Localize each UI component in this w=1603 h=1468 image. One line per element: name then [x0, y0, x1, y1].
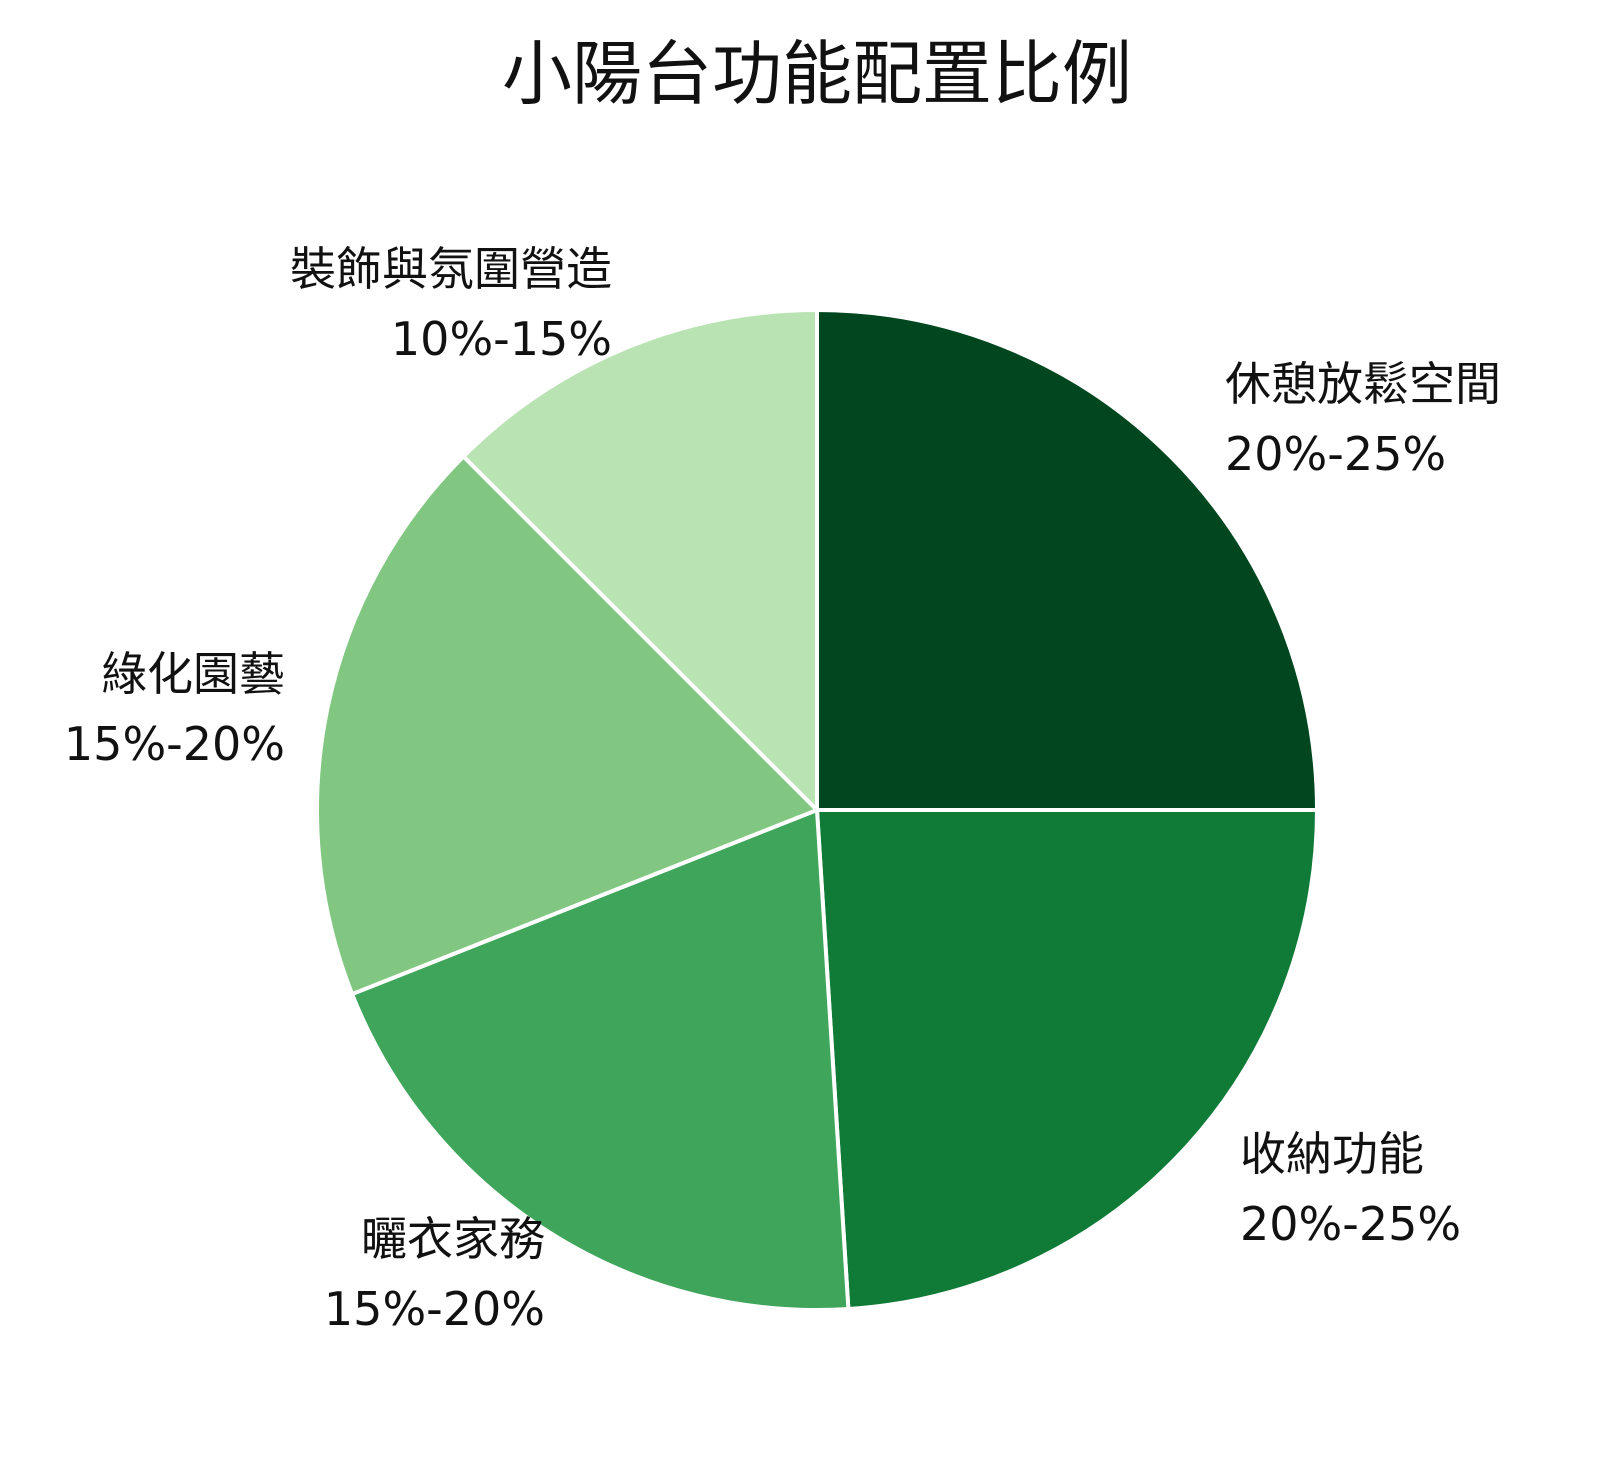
pie-labels: 休憩放鬆空間 20%-25% 收納功能 20%-25% 曬衣家務 15%-20% 綠化園藝 1… [64, 242, 1501, 1336]
slice-label: 收納功能 [1240, 1127, 1424, 1181]
pie-slice [350, 808, 851, 1312]
slice-label: 曬衣家務 [361, 1212, 545, 1266]
slice-label: 裝飾與氛圍營造 [290, 242, 612, 296]
pie-slice [815, 808, 1319, 1312]
pie-slice [315, 454, 819, 997]
slice-value-label: 15%-20% [64, 717, 285, 771]
pie-slice [461, 308, 819, 812]
slice-value-label: 20%-25% [1240, 1197, 1461, 1251]
chart-title: 小陽台功能配置比例 [502, 33, 1132, 115]
slice-value-label: 10%-15% [391, 312, 612, 366]
pie-slice [815, 308, 1319, 812]
pie-slices [315, 308, 1319, 1312]
slice-value-label: 20%-25% [1225, 427, 1446, 481]
slice-label: 休憩放鬆空間 [1225, 357, 1501, 411]
slice-label: 綠化園藝 [101, 647, 285, 701]
slice-value-label: 15%-20% [324, 1282, 545, 1336]
